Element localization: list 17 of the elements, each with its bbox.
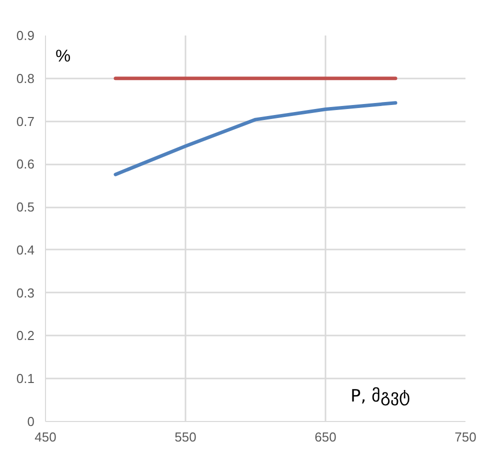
y-tick-label: 0.8 <box>16 70 35 86</box>
line-series <box>114 101 398 176</box>
y-axis-title: % <box>56 46 71 66</box>
x-tick-label: 450 <box>34 430 56 444</box>
y-tick-label: 0.2 <box>16 328 35 344</box>
y-tick-label: 0.5 <box>16 200 35 215</box>
y-tick-label: 0.7 <box>16 114 35 129</box>
x-tick-label: 550 <box>174 430 196 444</box>
y-tick-label: 0.9 <box>16 28 35 43</box>
x-tick-label: 650 <box>314 430 336 444</box>
y-tick-label: 0 <box>27 414 35 429</box>
x-tick-label: 750 <box>454 430 476 444</box>
x-axis-title: P, მგვტ <box>350 386 410 406</box>
y-tick-label: 0.1 <box>16 371 35 386</box>
y-tick-label: 0.3 <box>16 285 35 300</box>
y-tick-label: 0.4 <box>16 242 35 258</box>
y-tick-label: 0.6 <box>16 156 35 172</box>
